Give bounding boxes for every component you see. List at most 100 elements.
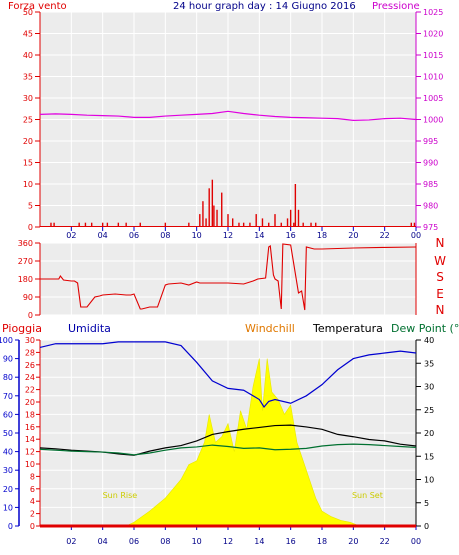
temperature-tick-label: 35 (424, 359, 434, 368)
wind-speed-tick-label: 30 (23, 94, 33, 103)
wind-speed-tick-label: 20 (23, 137, 33, 146)
secondary-tick-label: 10 (25, 460, 35, 469)
x-tick-label: 14 (254, 231, 264, 240)
humidity-line (39, 341, 417, 408)
temperature-tick-label: 20 (424, 429, 434, 438)
pressure-tick-label: 990 (423, 159, 438, 168)
x-tick-label: 12 (223, 537, 233, 546)
humidity-tick-label: 20 (3, 485, 13, 494)
dew-point-line (39, 443, 417, 456)
x-tick-label: 18 (317, 231, 327, 240)
secondary-tick-label: 20 (25, 398, 35, 407)
x-axis-1: 02 04 06 08 10 12 14 16 18 20 22 00 (66, 227, 421, 240)
sun-annotation: Sun Set (352, 491, 383, 500)
secondary-tick-label: 2 (30, 510, 35, 519)
secondary-tick-label: 12 (25, 448, 35, 457)
x-tick-label: 00 (411, 231, 421, 240)
direction-tick-label: 180 (18, 275, 33, 284)
direction-tick-label: 90 (23, 293, 33, 302)
secondary-tick-label: 0 (30, 522, 35, 531)
secondary-tick-label: 18 (25, 410, 35, 419)
pressure-tick-label: 1010 (423, 73, 443, 82)
temperature-tick-label: 30 (424, 383, 434, 392)
pressure-axis: 975 980 985 990 995 1000 1005 1010 1015 1020 1025 (415, 8, 443, 232)
secondary-tick-label: 4 (30, 497, 35, 506)
solar-radiation-area (126, 358, 360, 527)
x-tick-label: 06 (129, 231, 139, 240)
compass-label: S (436, 270, 444, 284)
humidity-tick-label: 0 (8, 522, 13, 531)
annotations-3: Sun Rise Sun Set (103, 491, 383, 500)
x-tick-label: 10 (192, 231, 202, 240)
x-tick-label: 20 (348, 231, 358, 240)
humidity-axis: 0 10 20 30 40 50 60 70 80 90 100 (0, 336, 20, 531)
wind-speed-tick-label: 40 (23, 51, 33, 60)
x-tick-label: 00 (411, 537, 421, 546)
humidity-tick-label: 90 (3, 355, 13, 364)
pressure-tick-label: 975 (423, 223, 438, 232)
pressure-label: Pressione (372, 1, 420, 12)
wind-direction-line (40, 243, 417, 311)
x-tick-label: 22 (380, 537, 390, 546)
secondary-tick-label: 16 (25, 423, 35, 432)
humidity-tick-label: 10 (3, 503, 13, 512)
legend-temperature: Temperatura (312, 322, 383, 335)
chart-title: 24 hour graph day : 14 Giugno 2016 (173, 1, 356, 12)
humidity-tick-label: 70 (3, 392, 13, 401)
x-tick-label: 06 (129, 537, 139, 546)
series-2 (40, 243, 417, 311)
wind-speed-tick-label: 45 (23, 30, 33, 39)
secondary-tick-label: 8 (30, 472, 35, 481)
temperature-tick-label: 10 (424, 476, 434, 485)
x-tick-label: 08 (160, 231, 170, 240)
humidity-tick-label: 80 (3, 373, 13, 382)
x-tick-label: 02 (66, 537, 76, 546)
wind-speed-tick-label: 50 (23, 8, 33, 17)
secondary-tick-label: 22 (25, 386, 35, 395)
direction-axis: 0 90 180 270 360 (18, 239, 417, 320)
wind-speed-tick-label: 25 (23, 116, 33, 125)
wind-speed-tick-label: 35 (23, 73, 33, 82)
legend-humidity: Umidita (68, 322, 111, 335)
pressure-tick-label: 1025 (423, 8, 443, 17)
humidity-tick-label: 30 (3, 466, 13, 475)
humidity-temperature-panel: Pioggia Umidita Windchill Temperatura De… (0, 322, 459, 546)
compass-label: N (436, 303, 445, 317)
wind-speed-tick-label: 15 (23, 159, 33, 168)
compass-label: W (434, 254, 446, 268)
pressure-tick-label: 980 (423, 202, 438, 211)
gridlines-1 (40, 11, 417, 228)
humidity-tick-label: 50 (3, 429, 13, 438)
x-tick-label: 20 (348, 537, 358, 546)
secondary-tick-label: 14 (25, 435, 35, 444)
temperature-tick-label: 40 (424, 336, 434, 345)
legend-rain: Pioggia (2, 322, 42, 335)
x-tick-label: 14 (254, 537, 264, 546)
wind-speed-tick-label: 5 (28, 202, 33, 211)
x-tick-label: 18 (317, 537, 327, 546)
pressure-tick-label: 995 (423, 137, 438, 146)
x-axis-3: 02 04 06 08 10 12 14 16 18 20 22 00 (66, 526, 421, 546)
humidity-tick-label: 100 (0, 336, 13, 345)
legend-dew-point: Dew Point (°C (391, 322, 459, 335)
direction-tick-label: 270 (18, 257, 33, 266)
humidity-tick-label: 60 (3, 410, 13, 419)
humidity-tick-label: 40 (3, 448, 13, 457)
wind-speed-axis: 0 5 10 15 20 25 30 35 40 45 50 (23, 8, 41, 232)
compass-label: E (436, 287, 444, 301)
compass-label: N (436, 236, 445, 250)
pressure-tick-label: 985 (423, 180, 438, 189)
pressure-line (39, 110, 417, 121)
direction-tick-label: 360 (18, 239, 33, 248)
pressure-tick-label: 1020 (423, 30, 443, 39)
temperature-tick-label: 0 (424, 522, 429, 531)
temperature-tick-label: 25 (424, 406, 434, 415)
secondary-tick-label: 24 (25, 373, 35, 382)
x-tick-label: 02 (66, 231, 76, 240)
direction-tick-label: 0 (28, 311, 33, 320)
secondary-tick-label: 28 (25, 348, 35, 357)
